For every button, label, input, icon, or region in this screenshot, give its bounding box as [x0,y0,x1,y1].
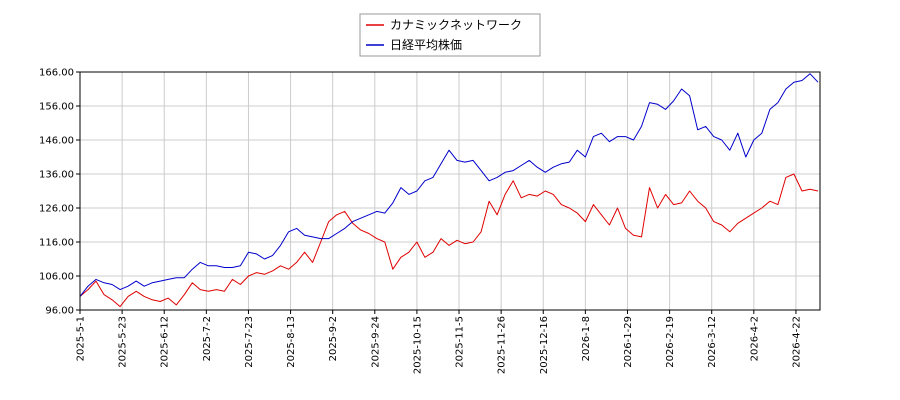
y-tick-label: 126.00 [39,204,74,215]
y-tick-label: 156.00 [39,102,74,113]
x-tick-label: 2025-12-16 [539,316,550,374]
y-tick-label: 146.00 [39,136,74,147]
x-tick-label: 2025-7-23 [244,316,255,368]
plot-frame [79,71,821,311]
series-lines [79,73,819,308]
legend-box [359,13,541,57]
series-line-nikkei [79,73,819,297]
x-tick-label: 2025-8-13 [286,316,297,368]
x-tick-label: 2025-11-5 [455,316,466,368]
x-tick-label: 2025-10-15 [412,316,423,374]
legend-label-kanamic: カナミックネットワーク [390,18,522,32]
x-tick-label: 2025-9-2 [328,316,339,361]
x-tick-label: 2025-6-12 [160,316,171,368]
legend-label-nikkei: 日経平均株価 [390,37,462,52]
legend: カナミックネットワーク 日経平均株価 [359,13,541,57]
x-tick-label: 2026-1-29 [623,316,634,368]
x-tick-label: 2026-2-19 [665,316,676,368]
x-tick-label: 2025-7-2 [202,316,213,361]
x-tick-label: 2025-5-1 [76,316,87,361]
y-tick-label: 106.00 [39,272,74,283]
y-tick-label: 166.00 [39,68,74,79]
x-tick-label: 2025-11-26 [497,316,508,374]
x-tick-label: 2026-4-22 [791,316,802,368]
series-line-kanamic [79,173,819,308]
y-tick-label: 136.00 [39,170,74,181]
y-tick-label: 116.00 [39,238,74,249]
x-tick-label: 2026-4-2 [749,316,760,361]
x-tick-label: 2025-5-23 [118,316,129,368]
x-tick-label: 2026-1-8 [581,316,592,361]
x-tick-label: 2026-3-12 [707,316,718,368]
axis-ticks: 96.00 106.00 116.00 126.00 136.00 146.00 156.0… [39,68,802,375]
x-tick-label: 2025-9-24 [370,316,381,368]
grid-lines [79,71,820,311]
y-tick-label: 96.00 [45,306,74,317]
